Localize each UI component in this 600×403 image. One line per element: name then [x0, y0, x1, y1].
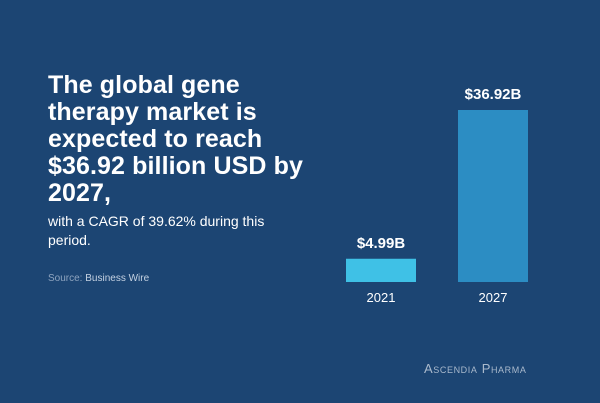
tick-label-2027: 2027	[479, 290, 508, 305]
source-note: Source: Business Wire	[48, 272, 149, 285]
data-label-2021: $4.99B	[357, 235, 406, 252]
bar-2027	[458, 110, 528, 282]
tick-label-2021: 2021	[367, 290, 396, 305]
source-label: Source:	[48, 273, 83, 284]
headline: The global gene therapy market is expect…	[48, 71, 303, 207]
bar-2021	[346, 258, 416, 282]
source-value: Business Wire	[85, 273, 150, 284]
bars-layer: $4.99B 2021 $36.92B 2027	[346, 86, 528, 305]
subline: with a CAGR of 39.62% during this period…	[48, 213, 265, 248]
bar-chart: $4.99B 2021 $36.92B 2027	[346, 86, 528, 305]
data-label-2027: $36.92B	[465, 86, 522, 103]
logo-wordmark: Ascendia Pharma	[424, 361, 527, 376]
